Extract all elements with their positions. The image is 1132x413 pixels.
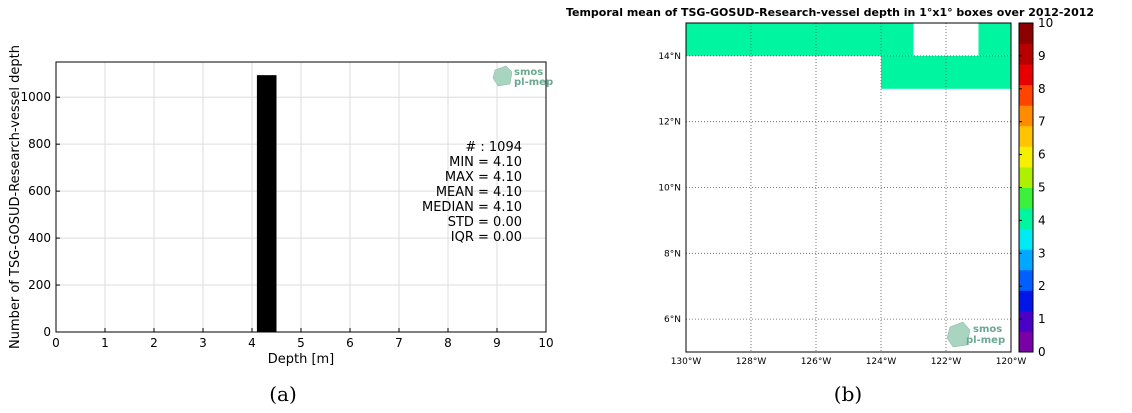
x-tick-label: 9 [493,336,501,350]
stat-line: # : 1094 [465,140,522,155]
map-x-tick-label: 122°W [931,357,962,367]
colorbar-tick-label: 7 [1038,115,1046,129]
colorbar-segment [1019,228,1033,250]
stat-line: MAX = 4.10 [445,170,522,185]
colorbar-segment [1019,105,1033,127]
map-x-tick-label: 126°W [801,357,832,367]
colorbar-segment [1019,43,1033,65]
y-tick-label: 200 [28,278,51,292]
logo-text-smos: smos [973,324,1002,335]
x-tick-label: 4 [248,336,256,350]
x-tick-label: 5 [297,336,305,350]
stat-line: IQR = 0.00 [451,230,522,245]
map-y-tick-label: 14°N [658,52,681,62]
colorbar-tick-label: 6 [1038,148,1046,162]
histogram-y-ticks: 0 200 400 600 800 1000 [20,90,60,339]
colorbar-segment [1019,208,1033,230]
colorbar-tick-label: 3 [1038,246,1046,260]
colorbar-tick-label: 10 [1038,16,1053,30]
colorbar-segment [1019,331,1033,353]
map-cell [978,23,1011,56]
y-tick-label: 600 [28,184,51,198]
x-tick-label: 3 [199,336,207,350]
histogram-panel: 0 1 2 3 4 5 6 7 8 9 10 0 200 400 600 800 1000 Depth [m]… [8,45,554,406]
logo-text-smos: smos [514,67,543,78]
map-title: Temporal mean of TSG-GOSUD-Research-vess… [566,6,1094,19]
colorbar-tick-label: 2 [1038,279,1046,293]
colorbar-tick-label: 4 [1038,213,1046,227]
map-x-tick-label: 130°W [671,357,702,367]
logo-text-plmep: pl-mep [966,335,1005,346]
colorbar-tick-label: 9 [1038,49,1046,63]
map-y-tick-label: 6°N [664,315,681,325]
stat-line: MIN = 4.10 [449,155,522,170]
colorbar-segment [1019,187,1033,209]
histogram-logo: smos pl-mep [492,65,553,88]
stat-line: STD = 0.00 [448,215,522,230]
colorbar-segment [1019,84,1033,106]
map-cells [686,23,1011,89]
logo-mark-icon [492,65,513,87]
colorbar-tick-label: 8 [1038,82,1046,96]
colorbar-segment [1019,146,1033,168]
histogram-x-ticks: 0 1 2 3 4 5 6 7 8 9 10 [52,328,554,350]
stat-line: MEDIAN = 4.10 [422,200,522,215]
x-tick-label: 10 [538,336,553,350]
map-y-ticks: 6°N 8°N 10°N 12°N 14°N [658,52,681,325]
map-cell [686,23,914,56]
map-x-tick-label: 128°W [736,357,767,367]
histogram-y-axis-label: Number of TSG-GOSUD-Research-vessel dept… [8,45,23,349]
y-tick-label: 1000 [20,90,51,104]
colorbar-segment [1019,249,1033,271]
colorbar-segment [1019,290,1033,312]
x-tick-label: 0 [52,336,60,350]
stat-line: MEAN = 4.10 [436,185,522,200]
colorbar-tick-label: 5 [1038,181,1046,195]
colorbar-segment [1019,310,1033,332]
map-y-tick-label: 8°N [664,249,681,259]
colorbar-segment [1019,166,1033,188]
x-tick-label: 6 [346,336,354,350]
map-panel: Temporal mean of TSG-GOSUD-Research-vess… [566,6,1094,406]
colorbar-tick-label: 0 [1038,345,1046,359]
logo-mark-icon [946,321,971,348]
histogram-bars [256,75,277,332]
x-tick-label: 7 [395,336,403,350]
map-logo: smos pl-mep [946,321,1005,348]
map-y-tick-label: 12°N [658,118,681,128]
colorbar-segment [1019,125,1033,147]
histogram-x-axis-label: Depth [m] [268,352,335,367]
colorbar-tick-label: 1 [1038,312,1046,326]
x-tick-label: 8 [444,336,452,350]
y-tick-label: 400 [28,231,51,245]
logo-text-plmep: pl-mep [514,77,553,88]
map-x-tick-label: 120°W [996,357,1027,367]
colorbar-segment [1019,269,1033,291]
map-x-tick-label: 124°W [866,357,897,367]
y-tick-label: 800 [28,137,51,151]
colorbar-segment [1019,64,1033,86]
histogram-bar [256,75,277,332]
map-plot-area [685,22,1012,353]
map-x-ticks: 130°W 128°W 126°W 124°W 122°W 120°W [671,357,1027,367]
y-tick-label: 0 [43,325,51,339]
caption-b: (b) [834,382,862,406]
x-tick-label: 1 [101,336,109,350]
caption-a: (a) [269,382,297,406]
map-y-tick-label: 10°N [658,184,681,194]
x-tick-label: 2 [150,336,158,350]
colorbar-segment [1019,23,1033,45]
map-colorbar: 0 1 2 3 4 5 6 7 8 9 10 [1018,16,1053,359]
